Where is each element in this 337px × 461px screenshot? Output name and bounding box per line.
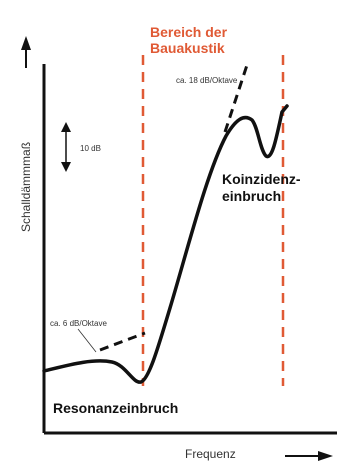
x-axis-arrow-icon xyxy=(285,451,333,461)
region-label-line1: Bereich der xyxy=(150,24,228,40)
x-axis-label: Frequenz xyxy=(185,447,236,461)
series-line-transmission-loss xyxy=(42,104,289,384)
slope-high-extension xyxy=(223,61,250,133)
annotation-coincidence-line1: Koinzidenz- xyxy=(222,171,301,187)
annotation-scale: 10 dB xyxy=(80,144,101,153)
annotation-slope-low-leader xyxy=(77,328,97,353)
y-axis-arrow-icon xyxy=(21,36,31,68)
annotation-coincidence-line2: einbruch xyxy=(222,188,281,204)
y-axis-label: Schalldämmmaß xyxy=(19,142,33,232)
annotation-slope-low: ca. 6 dB/Oktave xyxy=(50,319,107,328)
slope-low-extension xyxy=(99,331,146,352)
annotation-resonance: Resonanzeinbruch xyxy=(53,400,178,416)
annotation-slope-high: ca. 18 dB/Oktave xyxy=(176,76,238,85)
region-label-line2: Bauakustik xyxy=(150,40,225,56)
scale-double-arrow-icon xyxy=(61,122,71,172)
